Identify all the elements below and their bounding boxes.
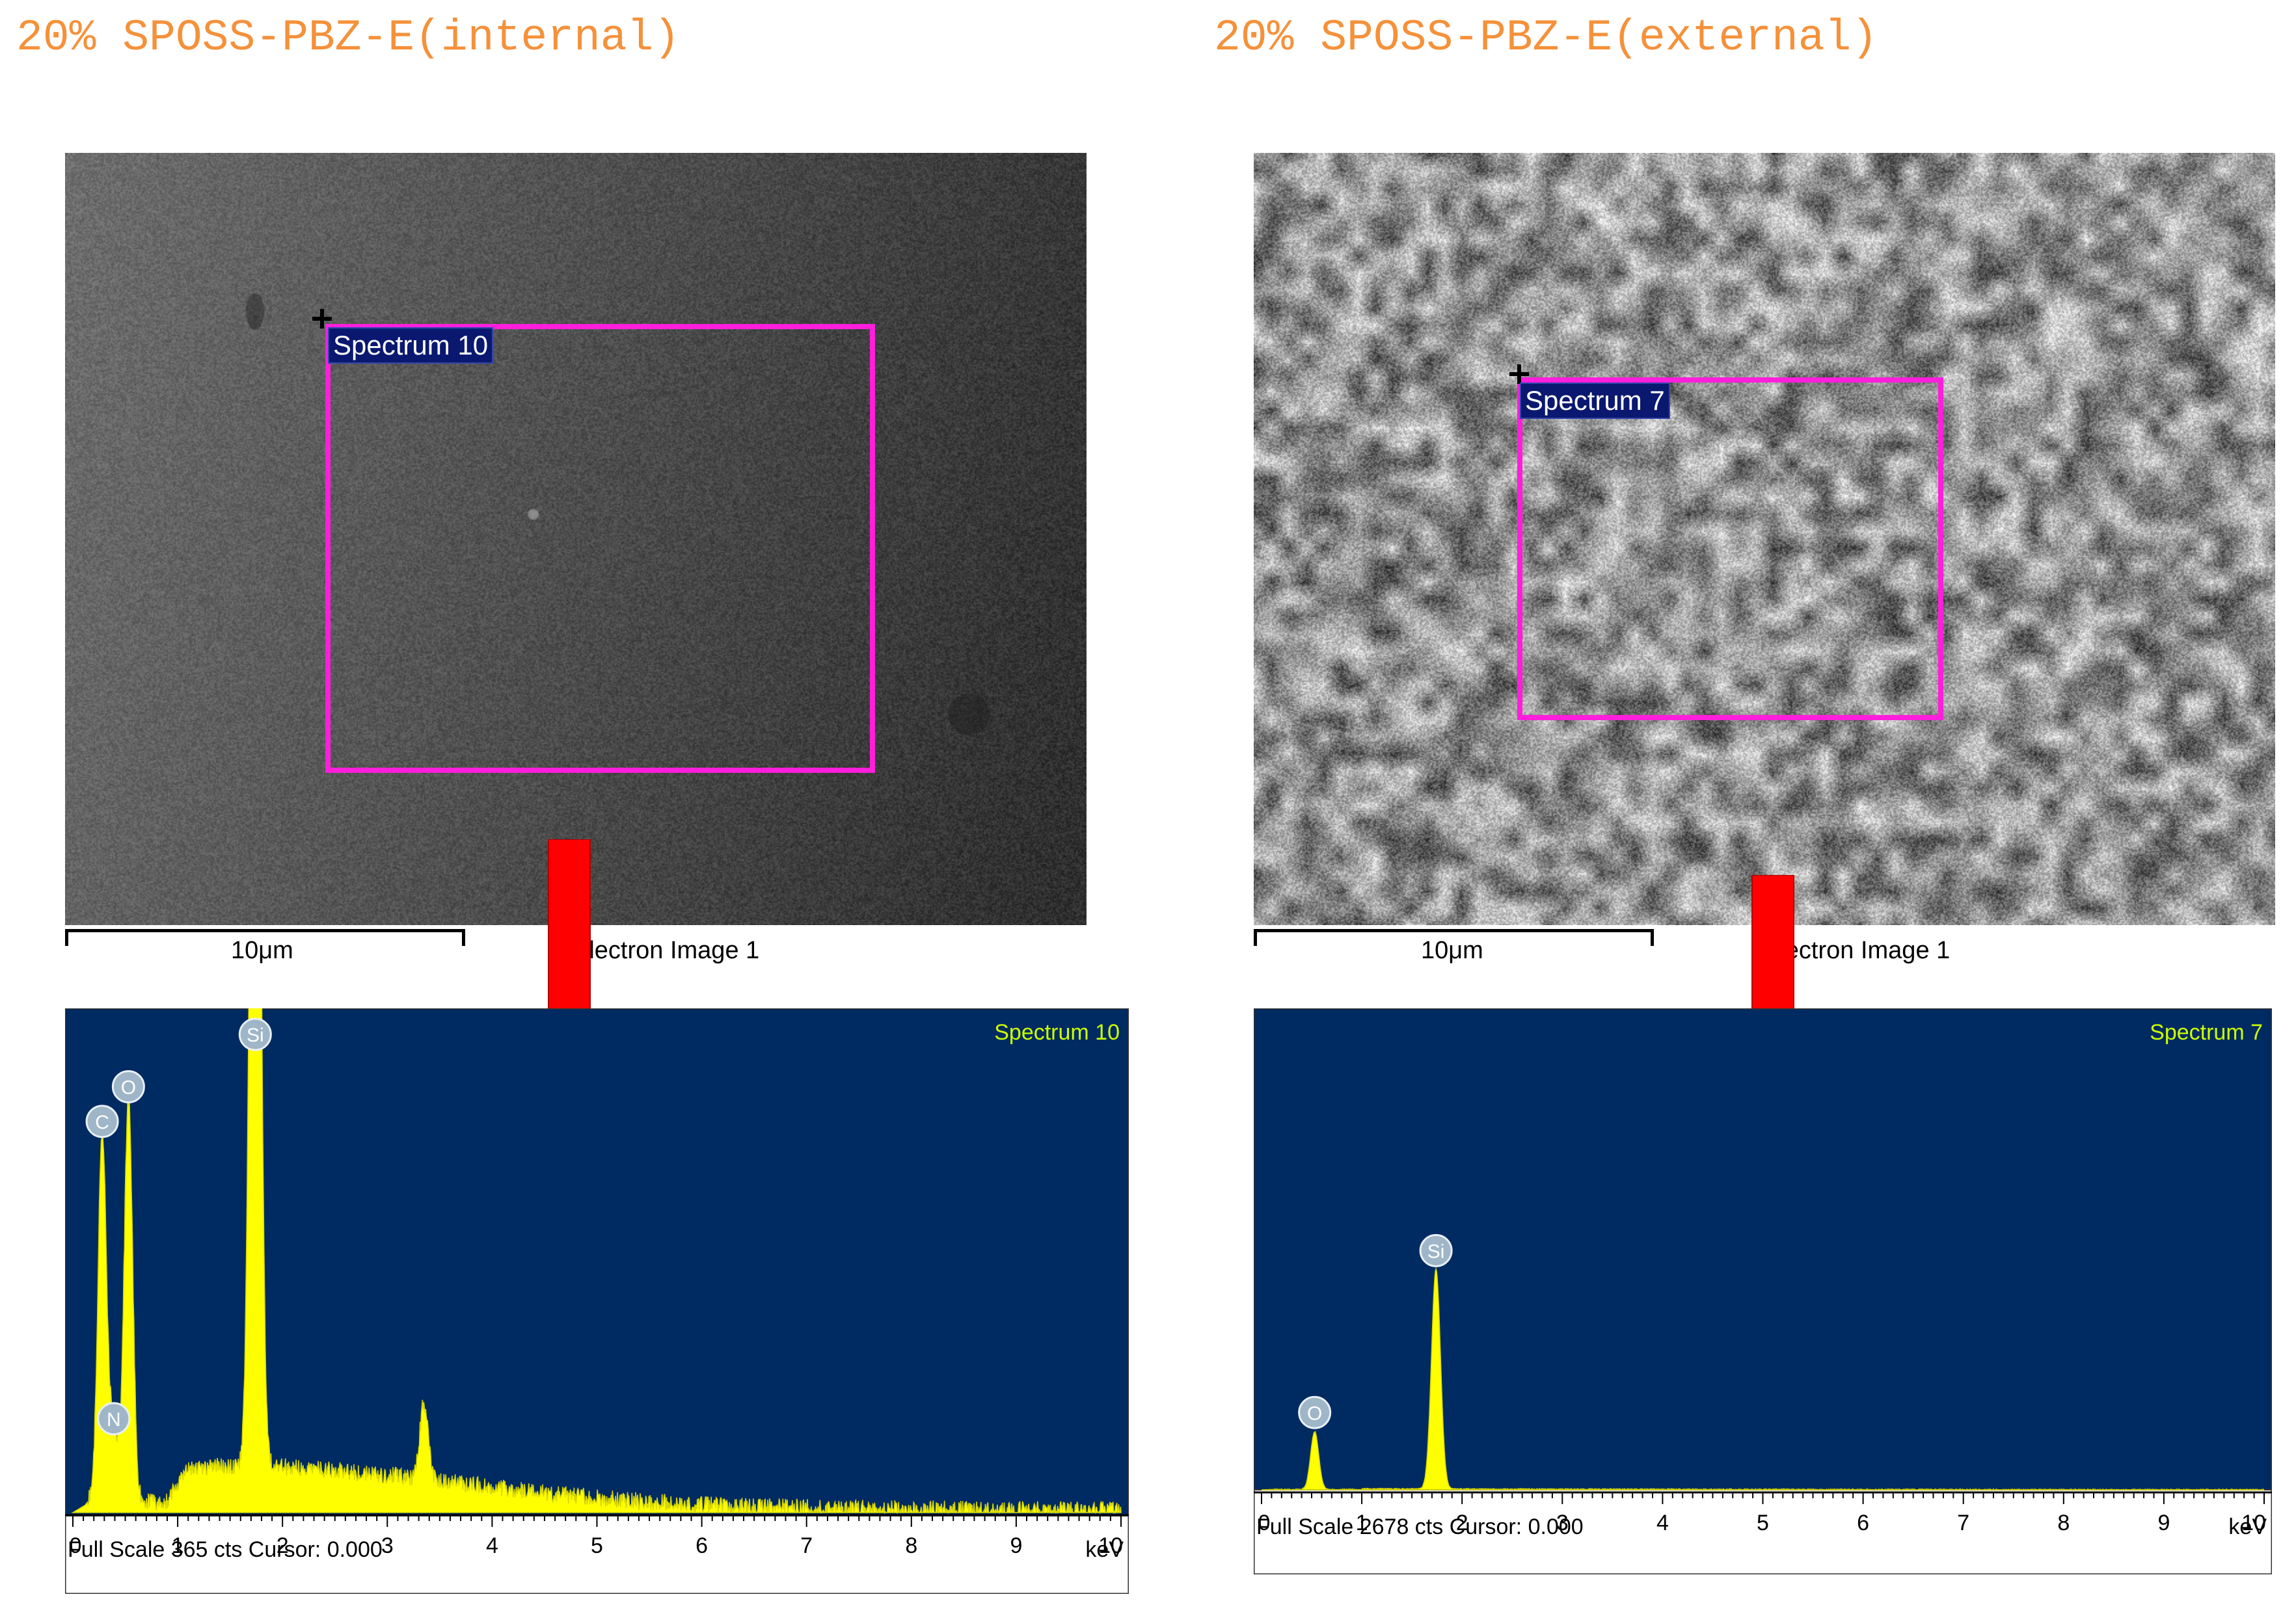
x-tick-label: 2 (1456, 1511, 1468, 1535)
peak-label-N: N (107, 1409, 121, 1431)
scale-label-external: 10μm (1421, 937, 1483, 964)
x-tick-label: 3 (381, 1533, 394, 1558)
spectrum-footer-internal: Full Scale 365 cts Cursor: 0.000 (68, 1537, 383, 1562)
panel-title-internal: 20% SPOSS-PBZ-E(internal) (16, 13, 681, 63)
peak-label-Si: Si (247, 1025, 264, 1046)
x-tick-label: 4 (486, 1533, 498, 1558)
spectrum-region-tag-internal: Spectrum 10 (328, 327, 494, 364)
peak-label-bubble (238, 1017, 272, 1051)
peak-label-bubble (111, 1070, 145, 1103)
x-tick-label: 10 (2241, 1511, 2266, 1535)
crosshair-icon (312, 309, 332, 329)
spectrum-background (1254, 1008, 2272, 1490)
sem-texture-external (1254, 153, 2275, 925)
spectrum-background (65, 1008, 1129, 1516)
sem-image-internal: Spectrum 10 (65, 153, 1087, 925)
x-tick-label: 0 (1258, 1511, 1271, 1535)
peak-label-bubble (85, 1105, 119, 1138)
spectrum-plot-external: O Si Spectrum 7 0 1 2 3 4 5 6 7 8 9 10 (1254, 1008, 2272, 1574)
x-tick-label: 5 (1757, 1511, 1769, 1535)
peak-label-bubble (1419, 1233, 1453, 1267)
peak-label-O: O (121, 1077, 136, 1098)
scale-label-internal: 10μm (231, 937, 293, 964)
spectrum-plot-internal: C N O Si Spectrum 10 0 1 2 3 4 5 6 7 8 9 10 (65, 1008, 1129, 1594)
x-tick-label: 10 (1098, 1533, 1123, 1558)
x-tick-label: 1 (172, 1533, 184, 1558)
x-tick-label: 6 (696, 1533, 708, 1558)
eds-spectrum-internal: C N O Si Spectrum 10 0 1 2 3 4 5 6 7 8 9 10 Full Scale … (65, 1008, 1129, 1594)
spectrum-axis-area (65, 1515, 1129, 1594)
panel-title-external: 20% SPOSS-PBZ-E(external) (1214, 13, 1878, 63)
spectrum-region-box-internal (325, 324, 875, 773)
peak-label-Si: Si (1427, 1241, 1445, 1262)
peak-label-bubble (1298, 1395, 1332, 1429)
spectrum-trace (71, 1008, 1122, 1515)
peak-label-C: C (95, 1112, 109, 1133)
x-tick-label: 2 (277, 1533, 289, 1558)
spectrum-title: Spectrum 10 (994, 1020, 1120, 1045)
scale-bar-external (1254, 929, 1654, 946)
x-tick-label: 8 (2057, 1511, 2070, 1535)
sem-texture-internal (65, 153, 1087, 925)
x-tick-label: 7 (1957, 1511, 1969, 1535)
spectrum-footer-external: Full Scale 2678 cts Cursor: 0.000 (1256, 1515, 1584, 1539)
crosshair-icon (1509, 364, 1529, 384)
x-tick-label: 0 (70, 1533, 82, 1558)
eds-spectrum-external: O Si Spectrum 7 0 1 2 3 4 5 6 7 8 9 10 Full Scale 267… (1254, 1008, 2272, 1574)
spectrum-unit-external: keV (2228, 1515, 2267, 1539)
peak-label-bubble (97, 1402, 131, 1436)
x-tick-label: 1 (1356, 1511, 1368, 1535)
spectrum-region-box-external (1517, 377, 1943, 720)
x-tick-label: 7 (800, 1533, 813, 1558)
spectrum-region-tag-external: Spectrum 7 (1520, 383, 1670, 419)
image-label-internal: Electron Image 1 (573, 937, 760, 964)
spectrum-unit-internal: keV (1085, 1537, 1124, 1562)
x-tick-label: 3 (1556, 1511, 1569, 1535)
scale-bar-internal (65, 929, 465, 946)
spectrum-trace (1261, 1267, 2265, 1491)
x-tick-label: 5 (591, 1533, 603, 1558)
x-tick-label: 9 (2157, 1511, 2170, 1535)
sem-image-external: Spectrum 7 (1254, 153, 2275, 925)
x-tick-label: 6 (1857, 1511, 1869, 1535)
x-tick-label: 9 (1010, 1533, 1022, 1558)
x-tick-label: 8 (905, 1533, 917, 1558)
peak-label-O: O (1307, 1403, 1322, 1424)
x-tick-label: 4 (1656, 1511, 1669, 1535)
spectrum-title: Spectrum 7 (2150, 1020, 2263, 1045)
